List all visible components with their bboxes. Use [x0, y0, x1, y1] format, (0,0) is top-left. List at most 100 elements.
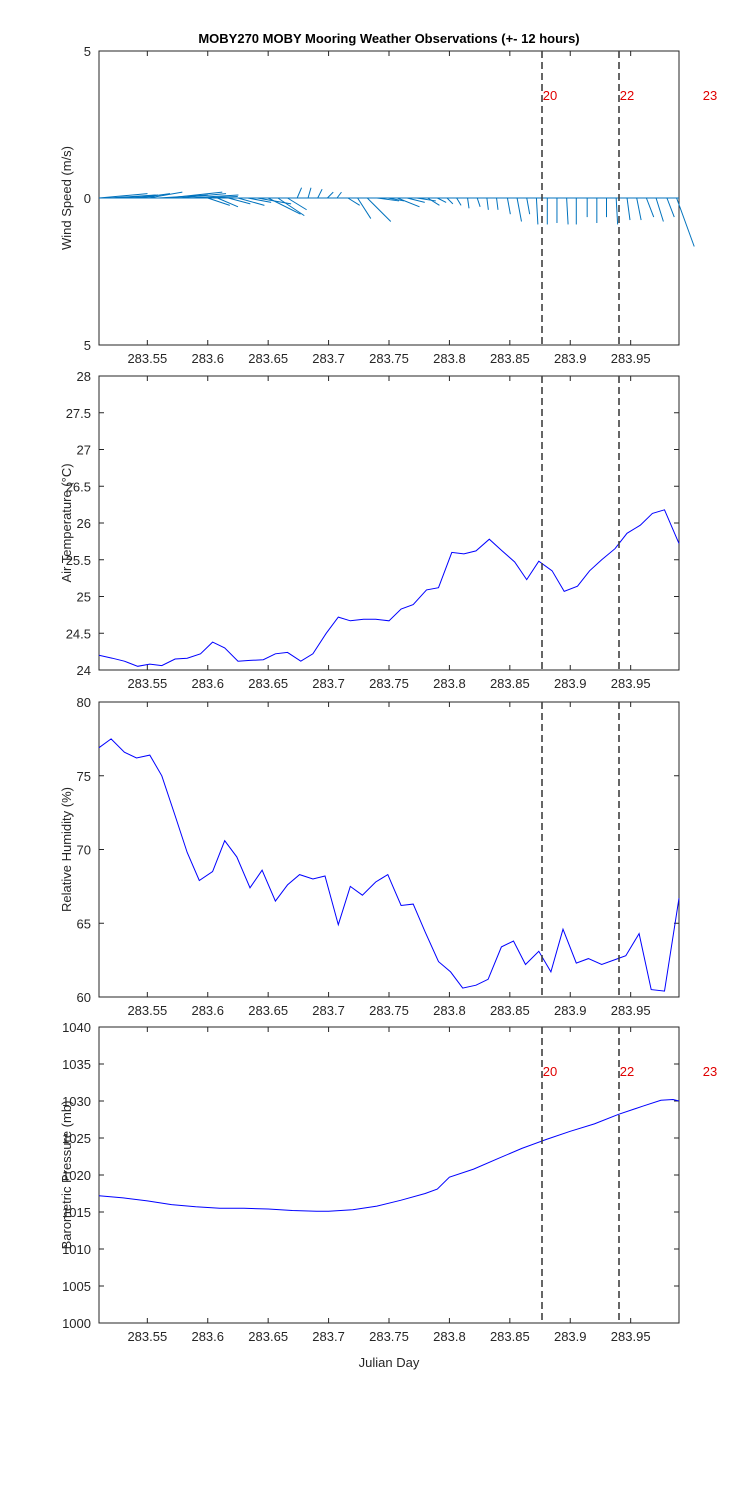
wind-stick: [228, 197, 251, 205]
wind-stick: [98, 193, 148, 199]
wind-stick: [296, 187, 303, 199]
series-line: [98, 509, 680, 667]
x-tick-label: 283.9: [554, 1329, 587, 1344]
y-tick-label: 28: [77, 369, 91, 384]
x-tick-label: 283.8: [433, 676, 466, 691]
y-tick-label: 25.5: [66, 553, 91, 568]
y-tick-label: 5: [84, 338, 91, 353]
y-tick-label: 27: [77, 443, 91, 458]
x-tick-label: 283.9: [554, 1003, 587, 1018]
wind-stick: [446, 197, 454, 205]
y-tick-label: 70: [77, 843, 91, 858]
x-tick-label: 283.55: [127, 1329, 167, 1344]
x-tick-label: 283.85: [490, 676, 530, 691]
y-tick-label: 1035: [62, 1057, 91, 1072]
x-tick-label: 283.7: [312, 676, 345, 691]
plot-box: [98, 1026, 680, 1324]
y-tick-label: 60: [77, 990, 91, 1005]
wind-stick: [207, 197, 230, 206]
wind-stick: [526, 197, 531, 215]
x-tick-label: 283.65: [248, 1329, 288, 1344]
wind-stick: [615, 197, 619, 225]
x-tick-label: 283.85: [490, 1003, 530, 1018]
x-tick-label: 283.75: [369, 351, 409, 366]
time-marker-label: 23: [703, 88, 717, 103]
x-tick-label: 283.85: [490, 351, 530, 366]
x-tick-label: 283.95: [611, 351, 651, 366]
wind-stick: [247, 197, 272, 203]
y-tick-label: 24: [77, 663, 91, 678]
y-tick-label: 1005: [62, 1279, 91, 1294]
time-marker-label: 23: [703, 1064, 717, 1079]
y-tick-label: 1030: [62, 1094, 91, 1109]
y-tick-label: 1000: [62, 1316, 91, 1331]
wind-stick: [217, 197, 239, 208]
x-tick-label: 283.6: [191, 1329, 224, 1344]
wind-stick: [317, 188, 323, 199]
y-tick-label: 26.5: [66, 479, 91, 494]
x-tick-label: 283.75: [369, 1003, 409, 1018]
x-tick-label: 283.6: [191, 1003, 224, 1018]
y-tick-label: 27.5: [66, 406, 91, 421]
x-tick-label: 283.65: [248, 351, 288, 366]
wind-stick: [566, 197, 569, 225]
x-tick-label: 283.55: [127, 676, 167, 691]
y-axis-title: Air Temperature (°C): [59, 463, 74, 582]
wind-stick: [467, 197, 470, 209]
panel-wind: 283.55 283.6 283.65 283.7 283.75 283.8 283.85 2…: [59, 44, 717, 366]
panel-relative-humidity: 283.55 283.6 283.65 283.7 283.75 283.8 283.85 2…: [59, 695, 680, 1018]
time-marker-label: 22: [620, 88, 634, 103]
x-tick-label: 283.65: [248, 676, 288, 691]
x-tick-label: 283.9: [554, 351, 587, 366]
wind-stick: [347, 197, 360, 206]
wind-stick: [287, 197, 307, 211]
y-tick-label: 5: [84, 44, 91, 59]
y-tick-label: 24.5: [66, 626, 91, 641]
wind-stick: [496, 197, 499, 210]
panel-air-temperature: 283.55 283.6 283.65 283.7 283.75 283.8 283.85 2…: [59, 369, 680, 691]
x-tick-label: 283.7: [312, 1003, 345, 1018]
wind-stick: [516, 197, 522, 222]
x-tick-label: 283.8: [433, 1003, 466, 1018]
wind-stick: [336, 191, 342, 199]
wind-stick: [148, 191, 183, 199]
x-tick-label: 283.7: [312, 351, 345, 366]
x-tick-label: 283.65: [248, 1003, 288, 1018]
wind-stick: [476, 197, 481, 207]
y-axis-title: Barometric Pressure (mb): [59, 1101, 74, 1250]
wind-stick: [437, 197, 447, 203]
wind-stick: [407, 197, 425, 203]
y-tick-label: 0: [84, 191, 91, 206]
x-tick-label: 283.6: [191, 351, 224, 366]
y-tick-label: 65: [77, 916, 91, 931]
x-tick-label: 283.75: [369, 676, 409, 691]
figure-title: MOBY270 MOBY Mooring Weather Observation…: [198, 31, 579, 46]
x-tick-label: 283.95: [611, 1003, 651, 1018]
y-tick-label: 26: [77, 516, 91, 531]
wind-stick: [366, 197, 392, 222]
x-tick-label: 283.75: [369, 1329, 409, 1344]
x-tick-label: 283.55: [127, 1003, 167, 1018]
panel-barometric-pressure: 283.55 283.6 283.65 283.7 283.75 283.8 283.85 2…: [59, 1020, 717, 1344]
series-line: [98, 1098, 680, 1212]
wind-stick: [676, 197, 695, 247]
y-axis-title: Wind Speed (m/s): [59, 146, 74, 250]
y-tick-label: 1015: [62, 1205, 91, 1220]
wind-stick: [277, 197, 305, 217]
wind-stick: [486, 197, 489, 210]
wind-stick: [167, 191, 223, 199]
x-tick-label: 283.6: [191, 676, 224, 691]
x-tick-label: 283.8: [433, 1329, 466, 1344]
wind-stick: [327, 191, 334, 199]
wind-stick: [636, 197, 642, 221]
wind-stick: [307, 187, 312, 199]
y-tick-label: 1010: [62, 1242, 91, 1257]
y-tick-label: 25: [77, 590, 91, 605]
time-marker-label: 22: [620, 1064, 634, 1079]
time-marker-label: 20: [543, 88, 557, 103]
wind-stick: [397, 197, 420, 208]
x-tick-label: 283.9: [554, 676, 587, 691]
x-tick-label: 283.95: [611, 676, 651, 691]
time-marker-label: 20: [543, 1064, 557, 1079]
y-tick-label: 80: [77, 695, 91, 710]
